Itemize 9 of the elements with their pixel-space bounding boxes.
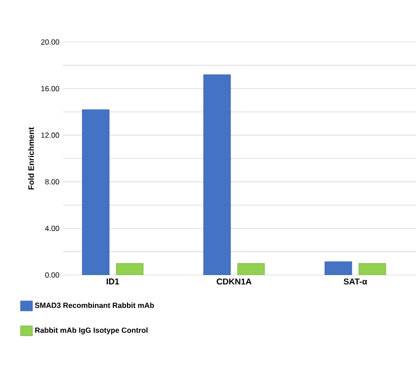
bar [238, 263, 265, 275]
x-tick-label: SAT-α [344, 278, 368, 285]
bar [116, 263, 144, 275]
bar [358, 263, 386, 275]
bar [324, 261, 352, 275]
x-tick-label: ID1 [106, 278, 120, 284]
x-tick-label: CDKN1A [216, 278, 252, 285]
bar [82, 109, 110, 275]
bar [203, 74, 231, 275]
